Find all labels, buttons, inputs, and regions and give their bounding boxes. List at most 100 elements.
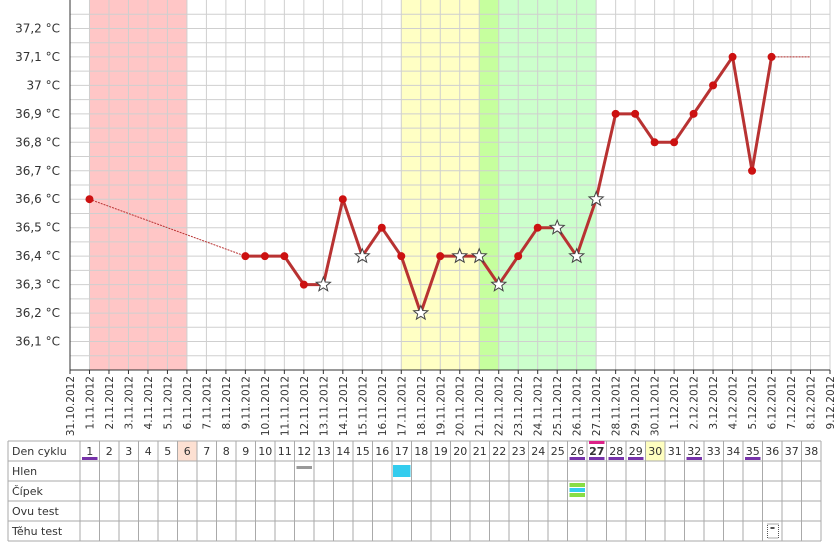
day-number: 36	[765, 445, 779, 458]
x-tick-label: 2.11.2012	[104, 376, 116, 429]
day-underline	[82, 457, 98, 460]
x-tick-label: 30.11.2012	[650, 376, 662, 436]
day-underline	[608, 457, 624, 460]
y-tick-label: 36,7 °C	[15, 164, 60, 178]
day-number: 34	[726, 445, 740, 458]
x-tick-label: 16.11.2012	[377, 376, 389, 436]
x-tick-label: 25.11.2012	[552, 376, 564, 436]
day-number: 4	[145, 445, 152, 458]
day-number: 10	[258, 445, 272, 458]
day-underline	[628, 457, 644, 460]
x-tick-label: 21.11.2012	[474, 376, 486, 436]
x-tick-label: 3.11.2012	[123, 376, 135, 429]
x-tick-label: 7.11.2012	[201, 376, 213, 429]
day-number: 23	[512, 445, 526, 458]
point	[260, 252, 269, 261]
star-point	[314, 275, 332, 292]
y-tick-label: 36,5 °C	[15, 221, 60, 235]
day-number: 3	[125, 445, 132, 458]
point	[241, 252, 250, 261]
day-number: 6	[184, 445, 191, 458]
day-number: 1	[86, 445, 93, 458]
x-tick-label: 6.12.2012	[767, 376, 779, 429]
x-tick-label: 11.11.2012	[279, 376, 291, 436]
day-number: 25	[551, 445, 565, 458]
x-tick-label: 10.11.2012	[260, 376, 272, 436]
x-tick-label: 1.11.2012	[84, 376, 96, 429]
x-tick-label: 26.11.2012	[572, 376, 584, 436]
day-number: 29	[629, 445, 643, 458]
entry-stripe	[569, 488, 585, 492]
day-number: 28	[609, 445, 623, 458]
row-label: Ovu test	[12, 505, 59, 518]
day-underline	[589, 457, 605, 460]
point	[631, 109, 640, 118]
test-icon-mark	[770, 527, 775, 529]
x-tick-label: 4.11.2012	[143, 376, 155, 429]
x-tick-label: 19.11.2012	[435, 376, 447, 436]
y-tick-label: 36,2 °C	[15, 306, 60, 320]
point	[338, 195, 347, 204]
entry-stripe	[569, 483, 585, 487]
x-tick-label: 4.12.2012	[728, 376, 740, 429]
star-point	[451, 247, 469, 264]
star-point	[412, 304, 430, 321]
star-point	[548, 218, 566, 235]
day-number: 32	[687, 445, 701, 458]
day-number: 26	[570, 445, 584, 458]
test-icon	[767, 523, 779, 539]
x-tick-label: 29.11.2012	[630, 376, 642, 436]
x-tick-label: 18.11.2012	[416, 376, 428, 436]
point	[728, 52, 737, 61]
point	[85, 195, 94, 204]
point	[689, 109, 698, 118]
day-number: 14	[336, 445, 350, 458]
day-number: 27	[589, 445, 604, 458]
day-number: 8	[223, 445, 230, 458]
x-tick-label: 2.12.2012	[689, 376, 701, 429]
x-tick-label: 6.11.2012	[182, 376, 194, 429]
point	[748, 166, 757, 175]
day-number: 33	[707, 445, 721, 458]
entry-stripe	[569, 493, 585, 497]
day-number: 15	[356, 445, 370, 458]
x-tick-label: 23.11.2012	[513, 376, 525, 436]
day-number: 13	[317, 445, 331, 458]
day-highlight	[645, 441, 665, 461]
x-tick-label: 12.11.2012	[299, 376, 311, 436]
x-tick-label: 22.11.2012	[494, 376, 506, 436]
x-tick-label: 20.11.2012	[455, 376, 467, 436]
day-number: 35	[746, 445, 760, 458]
day-number: 20	[453, 445, 467, 458]
point	[650, 138, 659, 147]
x-tick-label: 31.10.2012	[65, 376, 77, 436]
gap-connector	[89, 198, 246, 257]
x-tick-label: 5.11.2012	[162, 376, 174, 429]
day-number: 30	[648, 445, 662, 458]
star-point	[353, 247, 371, 264]
point	[377, 223, 386, 232]
day-number: 2	[106, 445, 113, 458]
y-tick-label: 37 °C	[27, 78, 60, 92]
point	[299, 280, 308, 289]
x-tick-label: 15.11.2012	[357, 376, 369, 436]
point	[611, 109, 620, 118]
day-underline	[686, 457, 702, 460]
point	[280, 252, 289, 261]
day-number: 22	[492, 445, 506, 458]
y-tick-label: 36,9 °C	[15, 107, 60, 121]
x-tick-label: 8.11.2012	[221, 376, 233, 429]
y-tick-label: 36,1 °C	[15, 335, 60, 349]
day-underline	[569, 457, 585, 460]
day-number: 21	[473, 445, 487, 458]
day-number: 7	[203, 445, 210, 458]
star-point	[568, 247, 586, 264]
x-tick-label: 3.12.2012	[708, 376, 720, 429]
day-underline	[745, 457, 761, 460]
day-number: 16	[375, 445, 389, 458]
day-topline	[589, 441, 605, 444]
entry-block	[393, 465, 411, 477]
day-number: 38	[804, 445, 818, 458]
